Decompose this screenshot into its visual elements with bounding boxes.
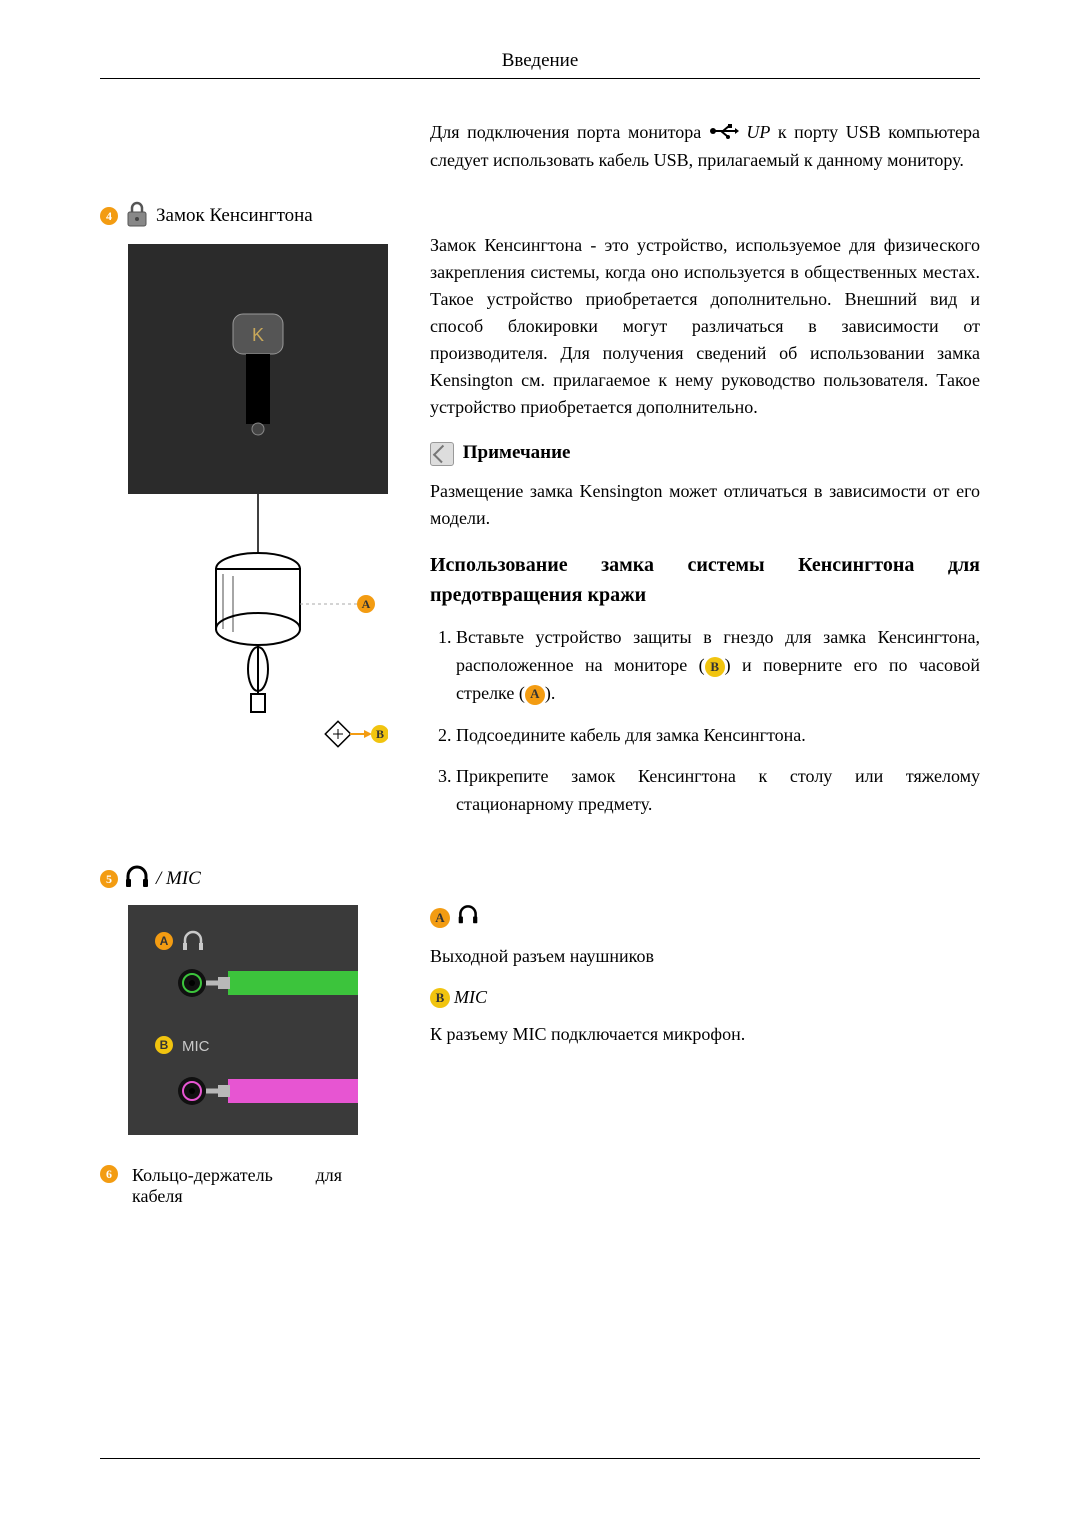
headphone-sub-heading: A xyxy=(430,903,980,933)
cable-holder-row: 6 Кольцо-держатель для кабеля xyxy=(100,1165,400,1207)
headphone-desc: Выходной разъем наушников xyxy=(430,943,980,970)
step-1-badge-a: A xyxy=(525,685,545,705)
step-1-end: ). xyxy=(545,683,556,703)
illus-marker-a: A xyxy=(362,597,371,611)
svg-text:MIC: MIC xyxy=(182,1038,210,1055)
kensington-steps: Вставьте устройство защиты в гнездо для … xyxy=(430,624,980,819)
step-3: Прикрепите замок Кенсингтона к столу или… xyxy=(456,763,980,819)
mic-section: 5 / MIC A xyxy=(100,863,980,1207)
mic-label-suffix: / MIC xyxy=(156,868,201,890)
note-label: Примечание xyxy=(463,442,571,463)
usage-heading: Использование замка системы Кенсингтона … xyxy=(430,550,980,610)
kensington-illus-bottom: A B xyxy=(128,494,388,754)
illus-marker-b: B xyxy=(376,727,384,741)
mic-sub-heading: B MIC xyxy=(430,984,980,1011)
mic-heading-row: 5 / MIC xyxy=(100,863,400,895)
k-letter: K xyxy=(252,325,264,345)
note-text: Размещение замка Kensington может отлича… xyxy=(430,478,980,532)
note-heading: Примечание xyxy=(430,439,980,468)
usb-up-row: Для подключения порта монитора UP к порт… xyxy=(100,119,980,188)
usb-up-pre: Для подключения порта монитора xyxy=(430,122,709,142)
header-rule xyxy=(100,78,980,79)
page: Введение Для подключения порта монитора xyxy=(0,0,1080,1527)
kensington-illustration: K xyxy=(128,244,388,754)
kensington-lock-icon xyxy=(124,198,150,234)
kensington-illus-top: K xyxy=(128,244,388,494)
headphone-icon xyxy=(124,863,150,895)
headphone-icon-small xyxy=(456,903,480,933)
usb-up-paragraph: Для подключения порта монитора UP к порт… xyxy=(430,119,980,174)
usb-icon xyxy=(709,120,739,147)
svg-text:B: B xyxy=(160,1038,169,1052)
svg-text:A: A xyxy=(160,934,169,948)
note-icon xyxy=(430,442,454,466)
kensington-section: 4 Замок Кенсингтона xyxy=(100,198,980,833)
kensington-heading-row: 4 Замок Кенсингтона xyxy=(100,198,400,234)
step-1: Вставьте устройство защиты в гнездо для … xyxy=(456,624,980,708)
mic-desc: К разъему MIC подключается микрофон. xyxy=(430,1021,980,1048)
bullet-5: 5 xyxy=(100,870,118,888)
mic-badge-b: B xyxy=(430,988,450,1008)
kensington-label: Замок Кенсингтона xyxy=(156,205,313,227)
usb-up-label: UP xyxy=(746,122,770,142)
bullet-4: 4 xyxy=(100,207,118,225)
kensington-description: Замок Кенсингтона - это устройство, испо… xyxy=(430,232,980,421)
mic-illustration: A B MIC xyxy=(128,905,358,1135)
bullet-6: 6 xyxy=(100,1165,118,1183)
footer-rule xyxy=(100,1458,980,1459)
cable-holder-text: Кольцо-держатель для кабеля xyxy=(132,1165,342,1207)
step-2: Подсоедините кабель для замка Кенсингтон… xyxy=(456,722,980,750)
step-1-badge-b: B xyxy=(705,657,725,677)
page-title: Введение xyxy=(100,50,980,72)
mic-badge-a: A xyxy=(430,908,450,928)
mic-italic: MIC xyxy=(454,984,487,1011)
